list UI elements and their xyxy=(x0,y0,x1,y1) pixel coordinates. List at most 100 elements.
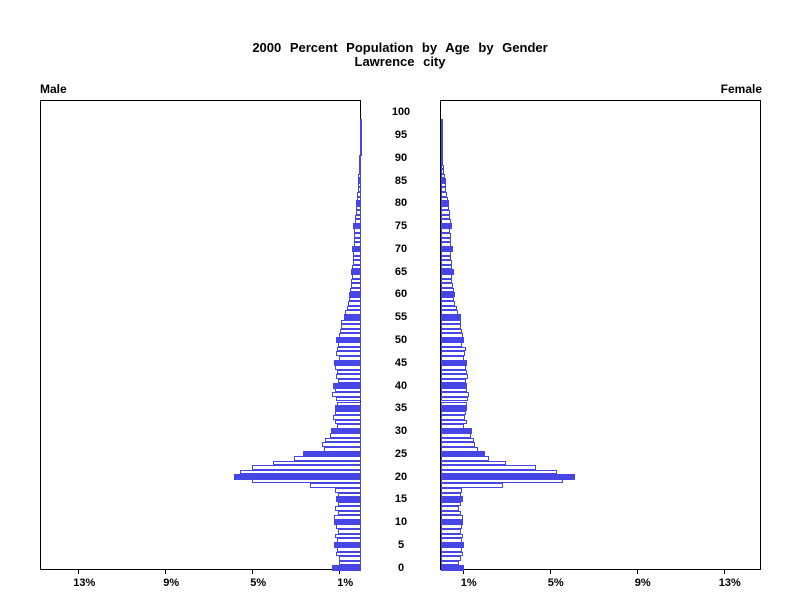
female-age-30-bar xyxy=(441,428,473,435)
male-age-10-bar xyxy=(333,519,361,526)
female-pct-tick-label-1: 1% xyxy=(460,577,477,589)
male-age-30-bar xyxy=(331,428,361,435)
male-age-50-bar xyxy=(336,337,361,343)
age-tick-label-90: 90 xyxy=(394,151,408,164)
male-age-98-bar xyxy=(360,119,362,124)
female-age-10-bar xyxy=(441,519,464,526)
male-age-83-bar xyxy=(357,187,361,192)
female-age-85-bar xyxy=(441,177,446,184)
male-age-87-bar xyxy=(358,169,361,174)
male-age-48-bar xyxy=(337,346,361,352)
female-age-38-bar xyxy=(441,392,470,397)
female-panel-frame xyxy=(440,100,761,570)
female-age-50-bar xyxy=(441,337,465,343)
male-pct-tick-13 xyxy=(78,570,80,574)
male-age-55-bar xyxy=(343,314,361,321)
female-age-37-bar xyxy=(441,396,468,402)
female-age-73-bar xyxy=(441,233,451,238)
age-tick-label-35: 35 xyxy=(394,402,408,415)
male-age-60-bar xyxy=(349,291,361,298)
male-panel-label: Male xyxy=(40,82,67,96)
female-pct-tick-9 xyxy=(636,570,638,574)
male-age-22-bar xyxy=(251,465,361,470)
female-age-55-bar xyxy=(441,314,461,321)
male-pct-tick-label-1: 1% xyxy=(337,577,354,589)
female-age-15-bar xyxy=(441,496,464,503)
chart-title-line2: Lawrence city xyxy=(354,54,446,69)
male-age-42-bar xyxy=(336,374,361,379)
female-age-63-bar xyxy=(441,278,453,284)
female-age-53-bar xyxy=(441,324,461,329)
age-tick-label-95: 95 xyxy=(394,129,408,142)
male-age-75-bar xyxy=(353,223,361,230)
female-age-48-bar xyxy=(441,346,466,352)
female-age-68-bar xyxy=(441,255,452,261)
age-tick-label-65: 65 xyxy=(394,265,408,278)
male-age-2-bar xyxy=(338,556,361,561)
male-age-33-bar xyxy=(332,415,361,420)
male-age-92-bar xyxy=(360,146,362,152)
age-tick-label-50: 50 xyxy=(394,334,408,347)
female-age-17-bar xyxy=(441,488,463,493)
male-age-23-bar xyxy=(273,460,361,466)
female-age-33-bar xyxy=(441,415,465,420)
female-age-88-bar xyxy=(441,164,444,170)
female-age-62-bar xyxy=(441,283,453,288)
male-age-63-bar xyxy=(351,278,361,284)
age-tick-label-70: 70 xyxy=(394,242,408,255)
male-age-67-bar xyxy=(352,260,361,265)
male-pct-tick-5 xyxy=(252,570,254,574)
female-age-45-bar xyxy=(441,359,467,366)
age-tick-label-55: 55 xyxy=(394,311,408,324)
male-age-7-bar xyxy=(335,533,361,539)
female-age-7-bar xyxy=(441,533,463,539)
female-pct-tick-label-13: 13% xyxy=(718,577,741,589)
female-age-23-bar xyxy=(441,460,507,466)
female-pct-tick-1 xyxy=(462,570,464,574)
female-age-57-bar xyxy=(441,305,457,311)
male-age-8-bar xyxy=(337,529,361,534)
age-tick-label-15: 15 xyxy=(394,493,408,506)
female-age-72-bar xyxy=(441,237,451,243)
male-age-53-bar xyxy=(340,324,361,329)
male-age-82-bar xyxy=(357,192,361,197)
age-tick-label-60: 60 xyxy=(394,288,408,301)
female-pct-tick-label-9: 9% xyxy=(634,577,651,589)
age-tick-label-5: 5 xyxy=(397,538,405,551)
male-age-3-bar xyxy=(335,551,361,557)
female-age-80-bar xyxy=(441,200,449,207)
male-age-28-bar xyxy=(324,437,361,443)
male-age-20-bar xyxy=(233,473,361,480)
male-age-65-bar xyxy=(351,268,361,275)
age-tick-label-75: 75 xyxy=(394,220,408,233)
female-age-82-bar xyxy=(441,192,447,197)
age-tick-label-45: 45 xyxy=(394,356,408,369)
male-panel-frame xyxy=(40,100,361,570)
male-pct-tick-1 xyxy=(339,570,341,574)
male-age-0-bar xyxy=(331,564,361,571)
male-age-40-bar xyxy=(332,382,361,389)
female-pct-tick-label-5: 5% xyxy=(547,577,564,589)
male-age-18-bar xyxy=(309,483,361,489)
female-age-83-bar xyxy=(441,187,447,192)
female-age-58-bar xyxy=(441,301,456,306)
chart-title-line1: 2000 Percent Population by Age by Gender xyxy=(252,40,548,55)
female-age-18-bar xyxy=(441,483,503,489)
age-tick-label-25: 25 xyxy=(394,447,408,460)
female-age-87-bar xyxy=(441,169,445,174)
female-age-3-bar xyxy=(441,551,463,557)
female-age-52-bar xyxy=(441,328,462,334)
male-age-27-bar xyxy=(322,442,361,448)
female-age-98-bar xyxy=(441,119,443,124)
male-age-45-bar xyxy=(334,359,361,366)
age-tick-label-30: 30 xyxy=(394,425,408,438)
female-age-75-bar xyxy=(441,223,452,230)
female-age-70-bar xyxy=(441,245,453,252)
male-age-25-bar xyxy=(302,450,361,457)
female-age-12-bar xyxy=(441,510,461,516)
female-age-0-bar xyxy=(441,564,464,571)
male-age-52-bar xyxy=(340,328,361,334)
male-age-58-bar xyxy=(347,301,361,306)
male-pct-tick-9 xyxy=(165,570,167,574)
male-age-38-bar xyxy=(332,392,361,397)
